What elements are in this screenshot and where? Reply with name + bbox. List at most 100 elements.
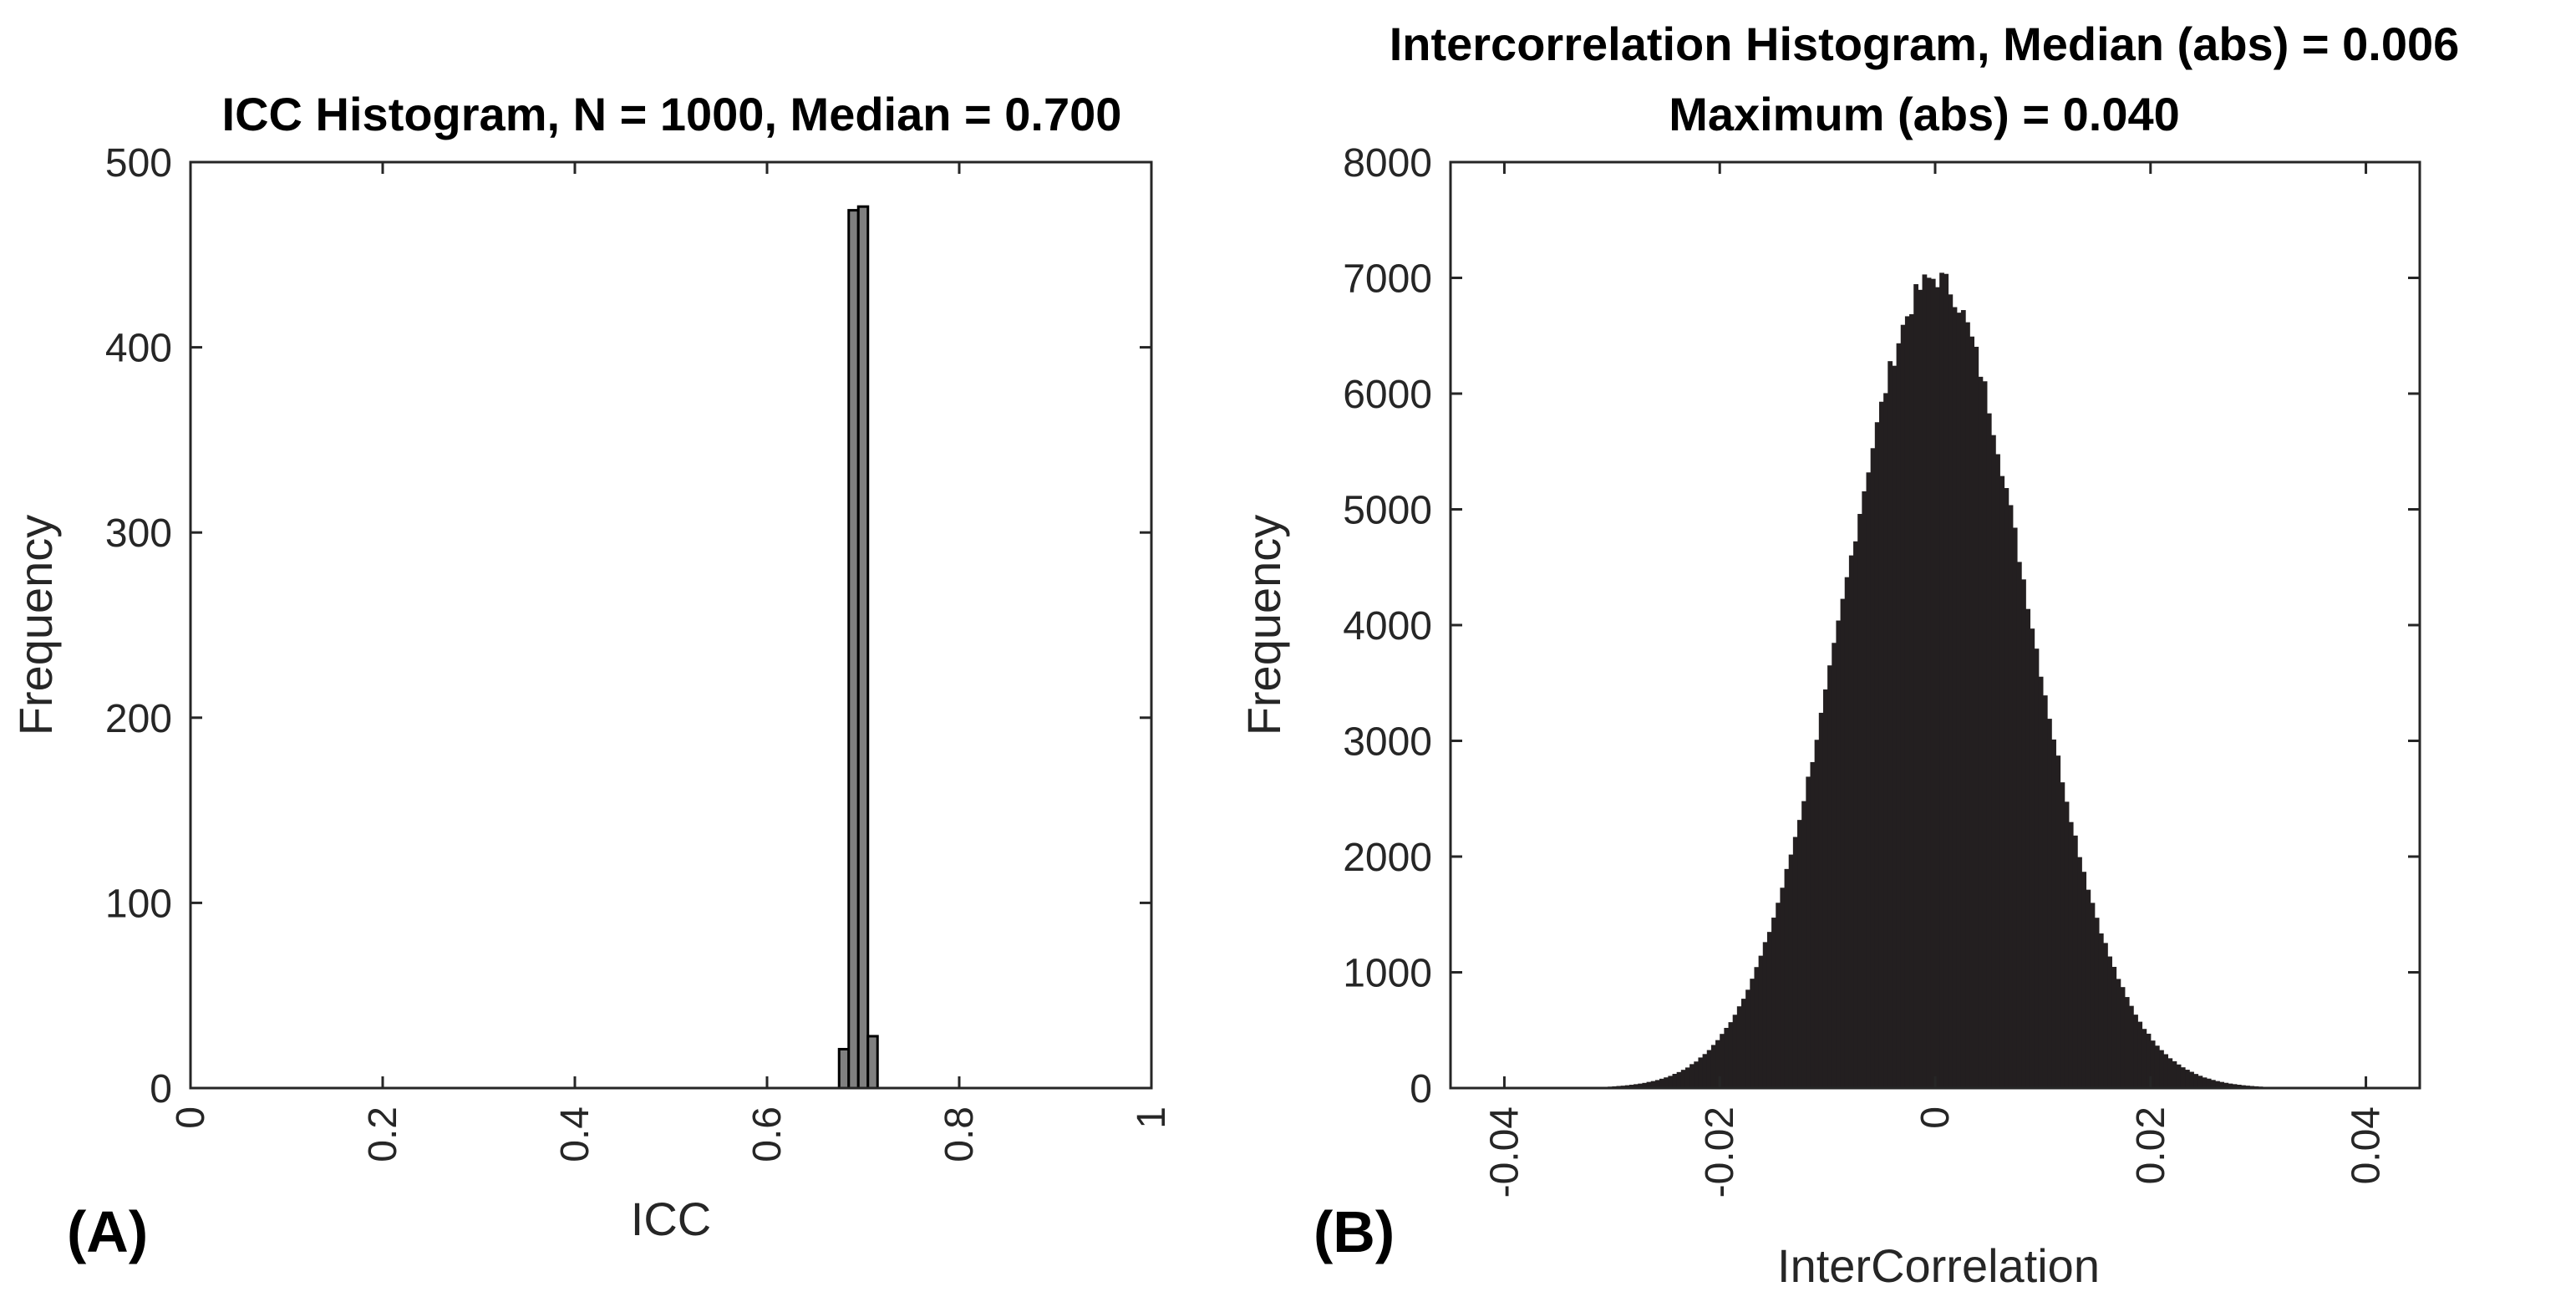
chart-b-bar <box>1684 1067 1690 1088</box>
chart-b-xtick-label: 0.04 <box>2345 1106 2389 1184</box>
chart-a-xtick-label: 0.4 <box>553 1106 597 1162</box>
chart-b-bar <box>1754 967 1760 1088</box>
chart-b-bar <box>2167 1058 2173 1088</box>
chart-b-bar <box>2202 1077 2208 1088</box>
chart-b-bar <box>2016 562 2022 1088</box>
chart-b-bar <box>1892 365 1898 1088</box>
chart-b-bar <box>2236 1085 2242 1088</box>
chart-b-bar <box>1844 577 1850 1088</box>
chart-b-bar <box>2025 608 2031 1088</box>
chart-b-bar <box>1814 740 1820 1088</box>
chart-b-bar <box>1857 513 1862 1088</box>
chart-b-bar <box>1762 942 1768 1088</box>
chart-b-ytick-label: 3000 <box>1343 720 1432 765</box>
chart-a-title: ICC Histogram, N = 1000, Median = 0.700 <box>222 88 1122 140</box>
chart-b-bar <box>1672 1074 1678 1088</box>
chart-b-bar <box>2090 903 2096 1088</box>
chart-b-bar <box>1810 761 1816 1088</box>
chart-b-bar <box>2077 857 2082 1088</box>
chart-b-bar <box>1956 313 1962 1088</box>
chart-b-bars <box>1534 272 2337 1089</box>
chart-b-bar <box>1878 401 1884 1088</box>
chart-b-bar <box>1909 313 1914 1088</box>
chart-b-bar <box>1930 278 1936 1089</box>
chart-b-bar <box>2004 488 2009 1088</box>
chart-a-xtick-label: 0 <box>169 1106 213 1129</box>
chart-b-bar <box>1771 918 1776 1088</box>
chart-b-ylabel: Frequency <box>1237 515 1290 736</box>
chart-b-bar <box>1745 989 1750 1088</box>
chart-b-bar <box>2111 966 2117 1088</box>
chart-b-bar <box>2206 1078 2212 1088</box>
chart-b-bar <box>1668 1076 1674 1088</box>
chart-b-bar <box>2055 755 2061 1088</box>
chart-b-bar <box>2034 648 2040 1088</box>
chart-b-bar <box>2189 1071 2194 1088</box>
chart-b-xtick-label: 0 <box>1913 1106 1958 1129</box>
chart-b-bar <box>1960 310 1966 1089</box>
chart-a-ytick-label: 100 <box>105 882 172 926</box>
chart-b-ytick-label: 4000 <box>1343 604 1432 648</box>
chart-a-bar <box>847 209 860 1090</box>
chart-b-bar <box>1818 712 1824 1088</box>
chart-b-bar <box>2030 628 2035 1088</box>
chart-b-ytick-label: 0 <box>1410 1067 1432 1111</box>
chart-b-bar <box>2042 695 2048 1088</box>
chart-a-bars <box>837 205 879 1090</box>
chart-b-bar <box>1801 801 1806 1088</box>
chart-b-bar <box>1638 1083 1644 1088</box>
chart-b-bar <box>1741 999 1746 1088</box>
chart-b-bar <box>2197 1076 2203 1088</box>
chart-b-bar <box>1720 1034 1725 1088</box>
panel-label-b: (B) <box>1313 1199 1395 1264</box>
chart-b-bar <box>1836 620 1842 1088</box>
chart-b-bar <box>1766 932 1772 1088</box>
chart-b-bar <box>1922 274 1928 1089</box>
chart-a-ytick-label: 0 <box>150 1067 172 1111</box>
chart-b-bar <box>2159 1050 2164 1088</box>
chart-b-bar <box>1866 472 1872 1088</box>
chart-b-bar <box>2008 505 2014 1088</box>
chart-b-bar <box>2086 889 2091 1088</box>
chart-a-ytick-label: 200 <box>105 697 172 741</box>
chart-b-bar <box>1822 689 1828 1088</box>
chart-b-ytick-label: 1000 <box>1343 952 1432 996</box>
chart-b-bar <box>2107 956 2112 1088</box>
chart-b-bar <box>1995 454 2000 1088</box>
chart-b-bar <box>1888 361 1893 1088</box>
chart-b-bar <box>2163 1054 2168 1088</box>
chart-b-bar <box>1900 324 1906 1088</box>
chart-b-bar <box>1664 1077 1669 1088</box>
chart-b-bar <box>1792 837 1798 1088</box>
chart-b-bar <box>1758 955 1764 1088</box>
chart-b-ytick-label: 7000 <box>1343 257 1432 302</box>
chart-b-bar <box>1978 376 1984 1089</box>
chart-b-bar <box>1848 555 1854 1088</box>
chart-b-bar <box>1913 284 1918 1088</box>
chart-b-bar <box>2228 1083 2233 1088</box>
chart-b-bar <box>2176 1064 2182 1088</box>
chart-b-xlabel: InterCorrelation <box>1777 1239 2100 1292</box>
chart-b-bar <box>2172 1060 2177 1088</box>
chart-b-xtick-label: -0.04 <box>1482 1106 1527 1198</box>
chart-b-bar <box>1654 1080 1660 1088</box>
chart-b-bar <box>1874 422 1880 1088</box>
chart-b-bar <box>1926 277 1932 1088</box>
chart-b-bar <box>2021 579 2026 1088</box>
chart-b-bar <box>1624 1085 1630 1088</box>
chart-b-bar <box>2094 918 2100 1088</box>
chart-b-bar <box>2068 821 2074 1088</box>
chart-b-bar <box>1982 381 1988 1088</box>
chart-b-bar <box>1633 1084 1639 1088</box>
chart-a-bar <box>856 205 870 1090</box>
chart-a-bar <box>837 1047 851 1090</box>
chart-b-bar <box>1918 289 1923 1088</box>
chart-b-bar <box>1883 393 1888 1088</box>
chart-b-bar <box>1784 868 1790 1088</box>
chart-a-xtick-label: 0.8 <box>937 1106 982 1162</box>
chart-b-bar <box>2133 1015 2138 1088</box>
chart-b-bar <box>1776 903 1781 1088</box>
chart-b-ticks: 0 1000 2000 3000 4000 5000 6000 7000 8000 -0.04 -0… <box>1343 141 2420 1198</box>
chart-b-bar <box>2146 1033 2152 1088</box>
